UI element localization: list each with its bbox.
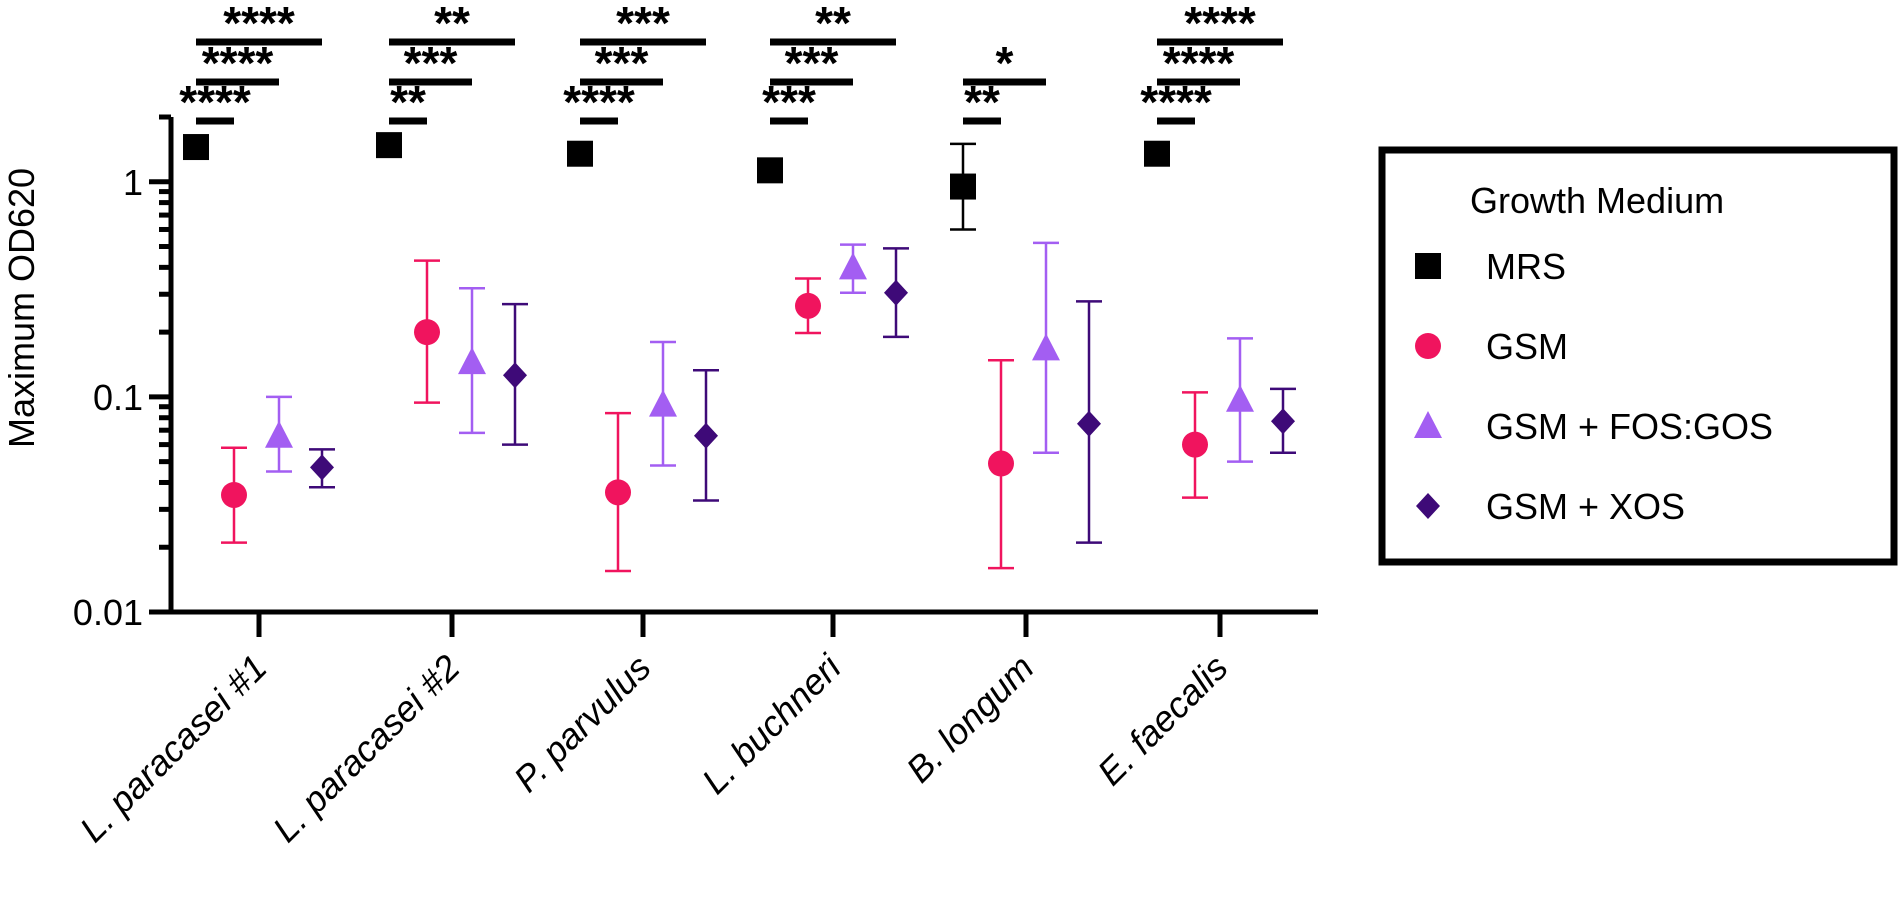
series-gsm [221, 259, 1208, 573]
legend-label-gsm-xos: GSM + XOS [1486, 486, 1685, 527]
plot-area [183, 132, 1296, 573]
data-point-gsm-fos-gos-l-paracasei-1 [265, 420, 293, 448]
significance-label: * [996, 37, 1014, 89]
data-point-gsm-xos-l-paracasei-1 [310, 454, 334, 481]
data-point-gsm-fos-gos-p-parvulus [649, 389, 677, 417]
x-tick-label-p-parvulus: P. parvulus [506, 647, 659, 800]
data-point-mrs-b-longum [950, 173, 976, 200]
data-point-gsm-xos-b-longum [1077, 410, 1101, 437]
data-point-gsm-xos-p-parvulus [694, 422, 718, 449]
significance-label: **** [223, 0, 295, 49]
series-mrs [183, 132, 1170, 231]
data-point-mrs-e-faecalis [1144, 140, 1170, 167]
significance-label: *** [595, 37, 649, 89]
data-point-gsm-p-parvulus [605, 479, 631, 506]
x-tick-label-l-buchneri: L. buchneri [694, 646, 850, 802]
data-point-gsm-xos-l-buchneri [884, 279, 908, 306]
data-point-gsm-l-buchneri [795, 292, 821, 319]
legend-marker-gsm-xos [1416, 493, 1440, 519]
y-axis: 1 0.1 0.01 [73, 114, 174, 633]
series-gsm-fos-gos [265, 241, 1254, 473]
legend-label-gsm: GSM [1486, 326, 1568, 367]
x-tick-label-e-faecalis: E. faecalis [1089, 647, 1235, 793]
legend-marker-gsm-fos-gos [1414, 411, 1442, 438]
y-axis-label: Maximum OD620 [1, 168, 42, 448]
data-point-mrs-l-buchneri [757, 157, 783, 184]
significance-label: ** [434, 0, 470, 49]
legend-box [1378, 146, 1898, 566]
data-point-gsm-l-paracasei-1 [221, 481, 247, 508]
x-tick-label-l-paracasei-2: L. paracasei #2 [265, 647, 468, 850]
significance-label: **** [1163, 37, 1235, 89]
significance-label: *** [404, 37, 458, 89]
significance-label: *** [785, 37, 839, 89]
y-tick-label: 0.01 [73, 592, 143, 633]
data-point-mrs-p-parvulus [567, 140, 593, 167]
data-point-gsm-e-faecalis [1182, 431, 1208, 458]
legend-title: Growth Medium [1470, 180, 1724, 221]
significance-label: *** [616, 0, 670, 49]
significance-label: ** [815, 0, 851, 49]
data-point-mrs-l-paracasei-2 [376, 132, 402, 159]
data-point-mrs-l-paracasei-1 [183, 134, 209, 161]
data-point-gsm-l-paracasei-2 [414, 319, 440, 346]
legend-label-gsm-fos-gos: GSM + FOS:GOS [1486, 406, 1773, 447]
x-axis: L. paracasei #1L. paracasei #2 P. parvulu… [72, 609, 1318, 850]
significance-brackets: ****************************************… [179, 0, 1283, 128]
legend-marker-mrs [1415, 253, 1441, 279]
data-point-gsm-fos-gos-b-longum [1032, 333, 1060, 361]
data-point-gsm-b-longum [988, 450, 1014, 477]
data-point-gsm-xos-l-paracasei-2 [503, 362, 527, 389]
data-point-gsm-fos-gos-e-faecalis [1226, 384, 1254, 412]
legend-marker-gsm [1415, 333, 1441, 359]
y-tick-label: 0.1 [93, 377, 143, 418]
x-tick-label-l-paracasei-1: L. paracasei #1 [72, 647, 275, 850]
series-gsm-xos [309, 247, 1296, 544]
legend: Growth Medium MRS GSM GSM + FOS:GOS GSM + X… [1378, 146, 1898, 566]
legend-label-mrs: MRS [1486, 246, 1566, 287]
data-point-gsm-xos-e-faecalis [1271, 408, 1295, 435]
significance-label: **** [202, 37, 274, 89]
data-point-gsm-fos-gos-l-paracasei-2 [458, 347, 486, 375]
data-point-gsm-fos-gos-l-buchneri [839, 252, 867, 280]
y-tick-label: 1 [123, 162, 143, 203]
significance-label: **** [1184, 0, 1256, 49]
x-tick-label-b-longum: B. longum [898, 647, 1042, 791]
